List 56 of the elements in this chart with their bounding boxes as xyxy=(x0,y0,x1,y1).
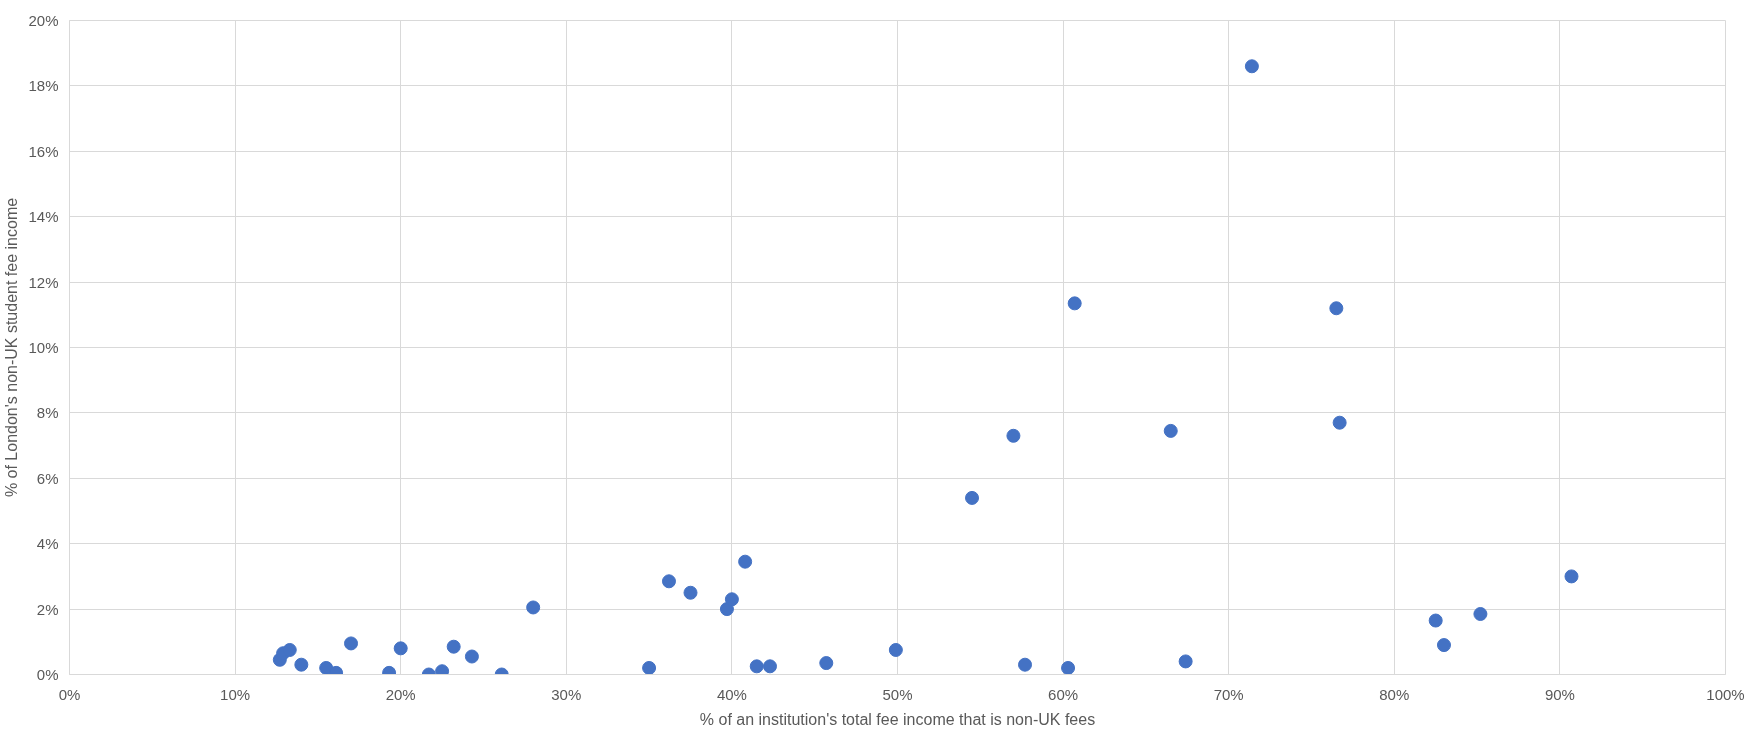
point xyxy=(1018,657,1033,672)
x-tick-label: 50% xyxy=(882,685,913,703)
point xyxy=(661,574,676,589)
point xyxy=(749,659,764,674)
y-tick-label: 10% xyxy=(28,339,59,356)
y-tick-label: 8% xyxy=(36,404,59,422)
x-axis-title: % of an institution's total fee income that is non-UK fees xyxy=(699,710,1096,728)
point xyxy=(719,602,734,617)
point xyxy=(1178,654,1193,669)
point xyxy=(1332,415,1347,430)
x-tick-label: 100% xyxy=(1706,685,1745,703)
x-tick-label: 10% xyxy=(220,685,251,703)
x-tick-label: 80% xyxy=(1379,685,1410,703)
point xyxy=(1163,423,1178,438)
point xyxy=(819,656,834,671)
point xyxy=(282,642,297,657)
point xyxy=(965,490,980,505)
point xyxy=(888,642,903,657)
x-tick-label: 90% xyxy=(1544,685,1575,703)
point xyxy=(642,660,657,675)
point xyxy=(344,636,359,651)
point xyxy=(435,664,450,675)
y-tick-label: 0% xyxy=(36,666,59,683)
x-tick-label: 40% xyxy=(716,685,747,703)
y-tick-label: 18% xyxy=(28,77,59,95)
point xyxy=(738,554,753,569)
y-tick-label: 4% xyxy=(36,535,59,553)
x-tick-label: 0% xyxy=(58,685,81,703)
point xyxy=(762,659,777,674)
point xyxy=(683,585,698,600)
point xyxy=(446,639,461,654)
point xyxy=(1436,638,1451,653)
point xyxy=(1244,59,1259,74)
x-tick-label: 70% xyxy=(1213,685,1244,703)
y-tick-label: 6% xyxy=(36,469,59,487)
point xyxy=(1006,428,1021,443)
point xyxy=(1564,569,1579,584)
y-tick-label: 12% xyxy=(28,273,59,291)
point xyxy=(1473,607,1488,621)
point xyxy=(393,641,408,656)
x-tick-label: 30% xyxy=(551,685,582,703)
y-tick-label: 2% xyxy=(36,600,59,618)
point xyxy=(1067,296,1082,311)
y-tick-label: 16% xyxy=(28,142,59,160)
point xyxy=(1061,660,1076,675)
point xyxy=(724,592,739,607)
y-axis-title: % of London's non-UK student fee income xyxy=(3,197,21,498)
x-tick-label: 60% xyxy=(1048,685,1079,703)
y-tick-label: 20% xyxy=(28,12,59,29)
point xyxy=(1329,301,1344,316)
point xyxy=(294,657,309,672)
point xyxy=(1428,613,1443,628)
point xyxy=(526,600,541,615)
y-tick-label: 14% xyxy=(28,208,59,226)
x-tick-label: 20% xyxy=(385,685,416,703)
point xyxy=(464,649,479,664)
